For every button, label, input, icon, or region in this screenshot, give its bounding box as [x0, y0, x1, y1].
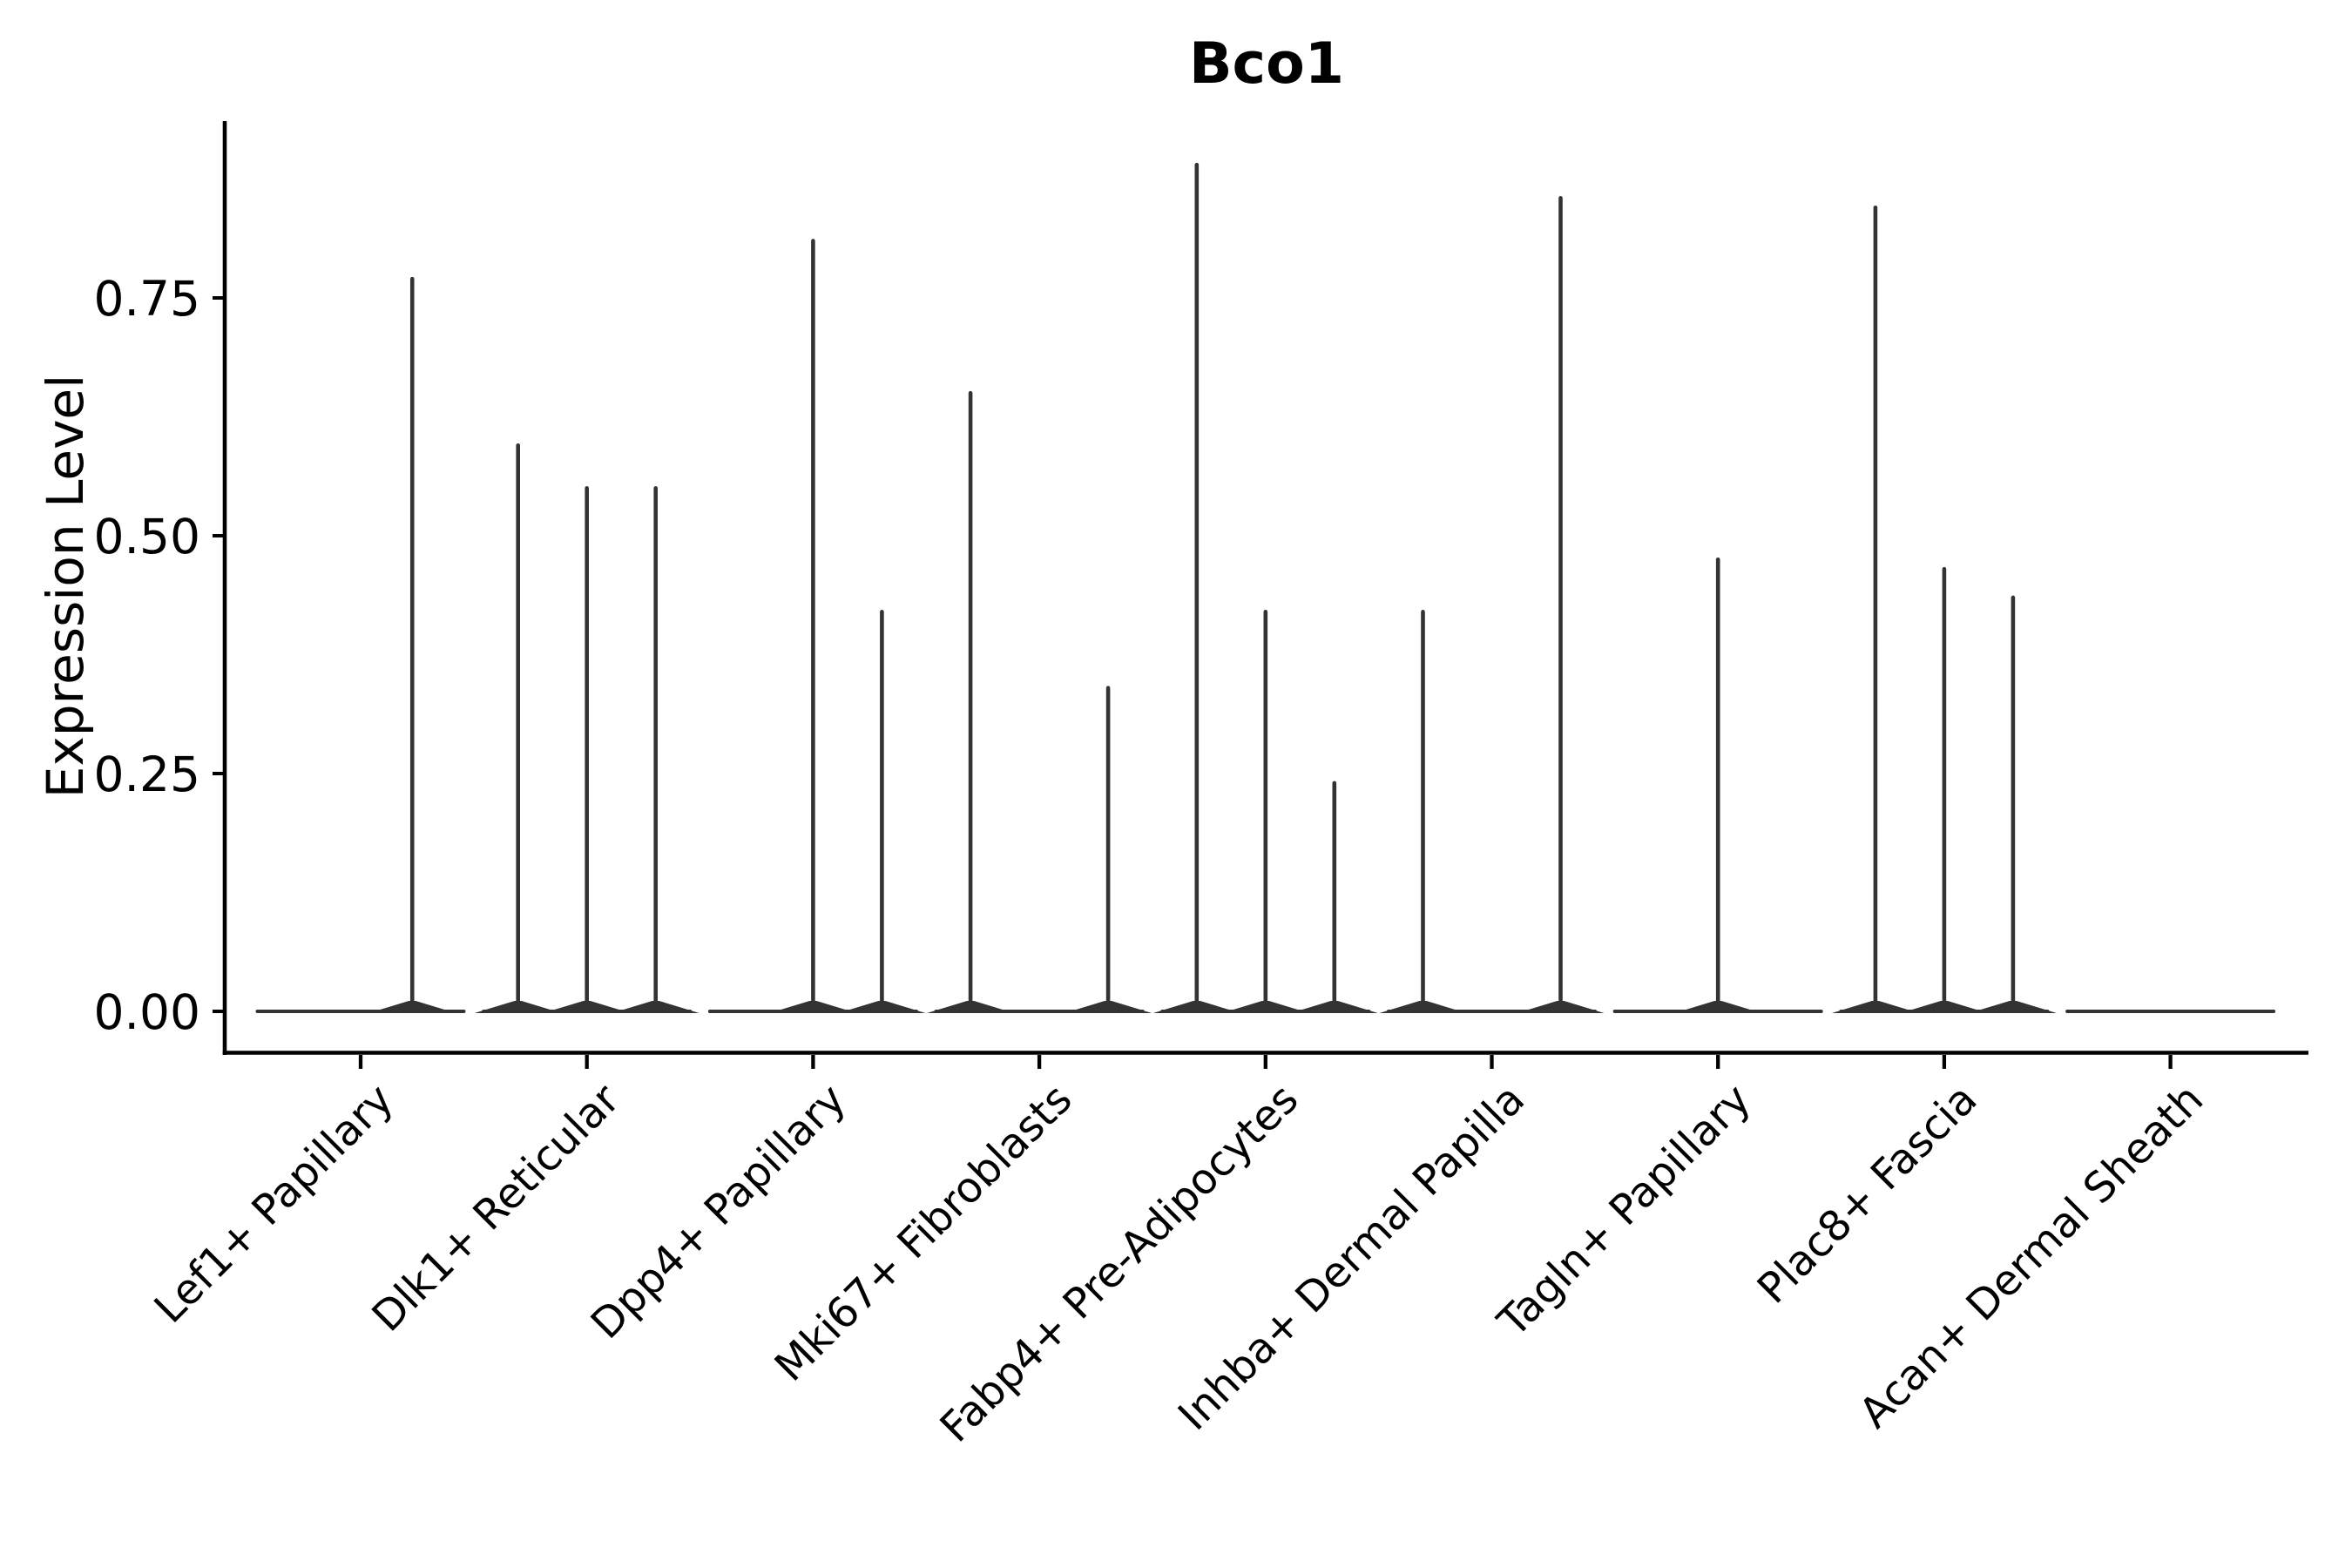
x-category-label: Lef1+ Papillary — [145, 1075, 403, 1333]
y-axis-ticks: 0.00 0.25 0.50 0.75 — [94, 271, 225, 1040]
violins-layer — [255, 162, 2276, 1013]
y-tick-label: 0.50 — [94, 509, 200, 564]
x-category-label: Dlk1+ Reticular — [363, 1075, 630, 1342]
y-tick-label: 0.00 — [94, 984, 200, 1040]
y-tick-label: 0.75 — [94, 271, 200, 327]
x-category-label: Plac8+ Fascia — [1748, 1075, 1987, 1314]
x-category-label: Tagln+ Papillary — [1488, 1075, 1760, 1347]
chart-title: Bco1 — [1189, 31, 1344, 97]
y-axis-title: Expression Level — [36, 375, 95, 798]
x-category-label: Fabp4+ Pre-Adipocytes — [931, 1075, 1308, 1452]
y-tick-label: 0.25 — [94, 747, 200, 802]
